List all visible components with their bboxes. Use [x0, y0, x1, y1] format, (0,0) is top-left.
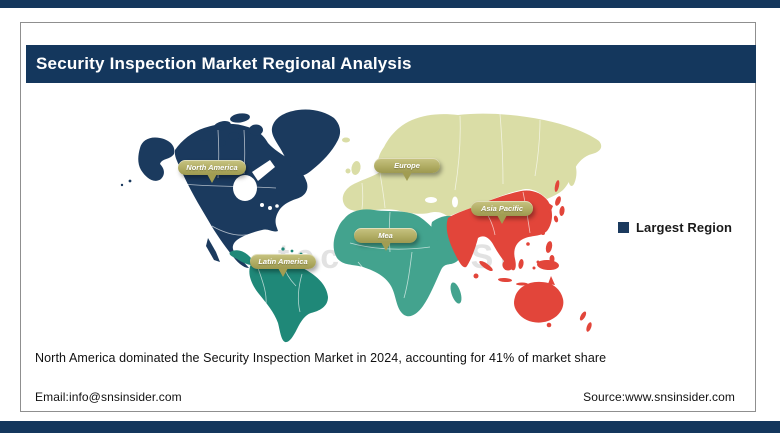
map-label-latin-america: Latin America [250, 254, 316, 269]
title-bar: Security Inspection Market Regional Anal… [26, 45, 756, 83]
map-label-mea-text: Mea [378, 231, 393, 240]
page-title: Security Inspection Market Regional Anal… [36, 54, 412, 73]
legend-swatch-largest-region [618, 222, 629, 233]
top-accent-bar [0, 0, 780, 8]
map-label-mea: Mea [354, 228, 417, 243]
map-label-europe: Europe [374, 158, 440, 173]
footer-source: Source:www.snsinsider.com [583, 390, 735, 404]
map-label-asia-pacific-text: Asia Pacific [480, 204, 524, 213]
map-label-latin-america-text: Latin America [258, 257, 308, 266]
map-label-north-america-text: North America [186, 163, 238, 172]
map-label-asia-pacific: Asia Pacific [471, 201, 533, 216]
legend: Largest Region [618, 220, 732, 235]
world-map [120, 109, 602, 343]
region-north-america [120, 109, 341, 269]
map-label-europe-text: Europe [394, 161, 420, 170]
map-label-north-america: North America [178, 160, 246, 175]
region-europe-cis [342, 113, 602, 217]
bottom-accent-bar [0, 421, 780, 433]
summary-text: North America dominated the Security Ins… [35, 351, 607, 365]
footer-email: Email:info@snsinsider.com [35, 390, 182, 404]
legend-label: Largest Region [636, 220, 733, 235]
